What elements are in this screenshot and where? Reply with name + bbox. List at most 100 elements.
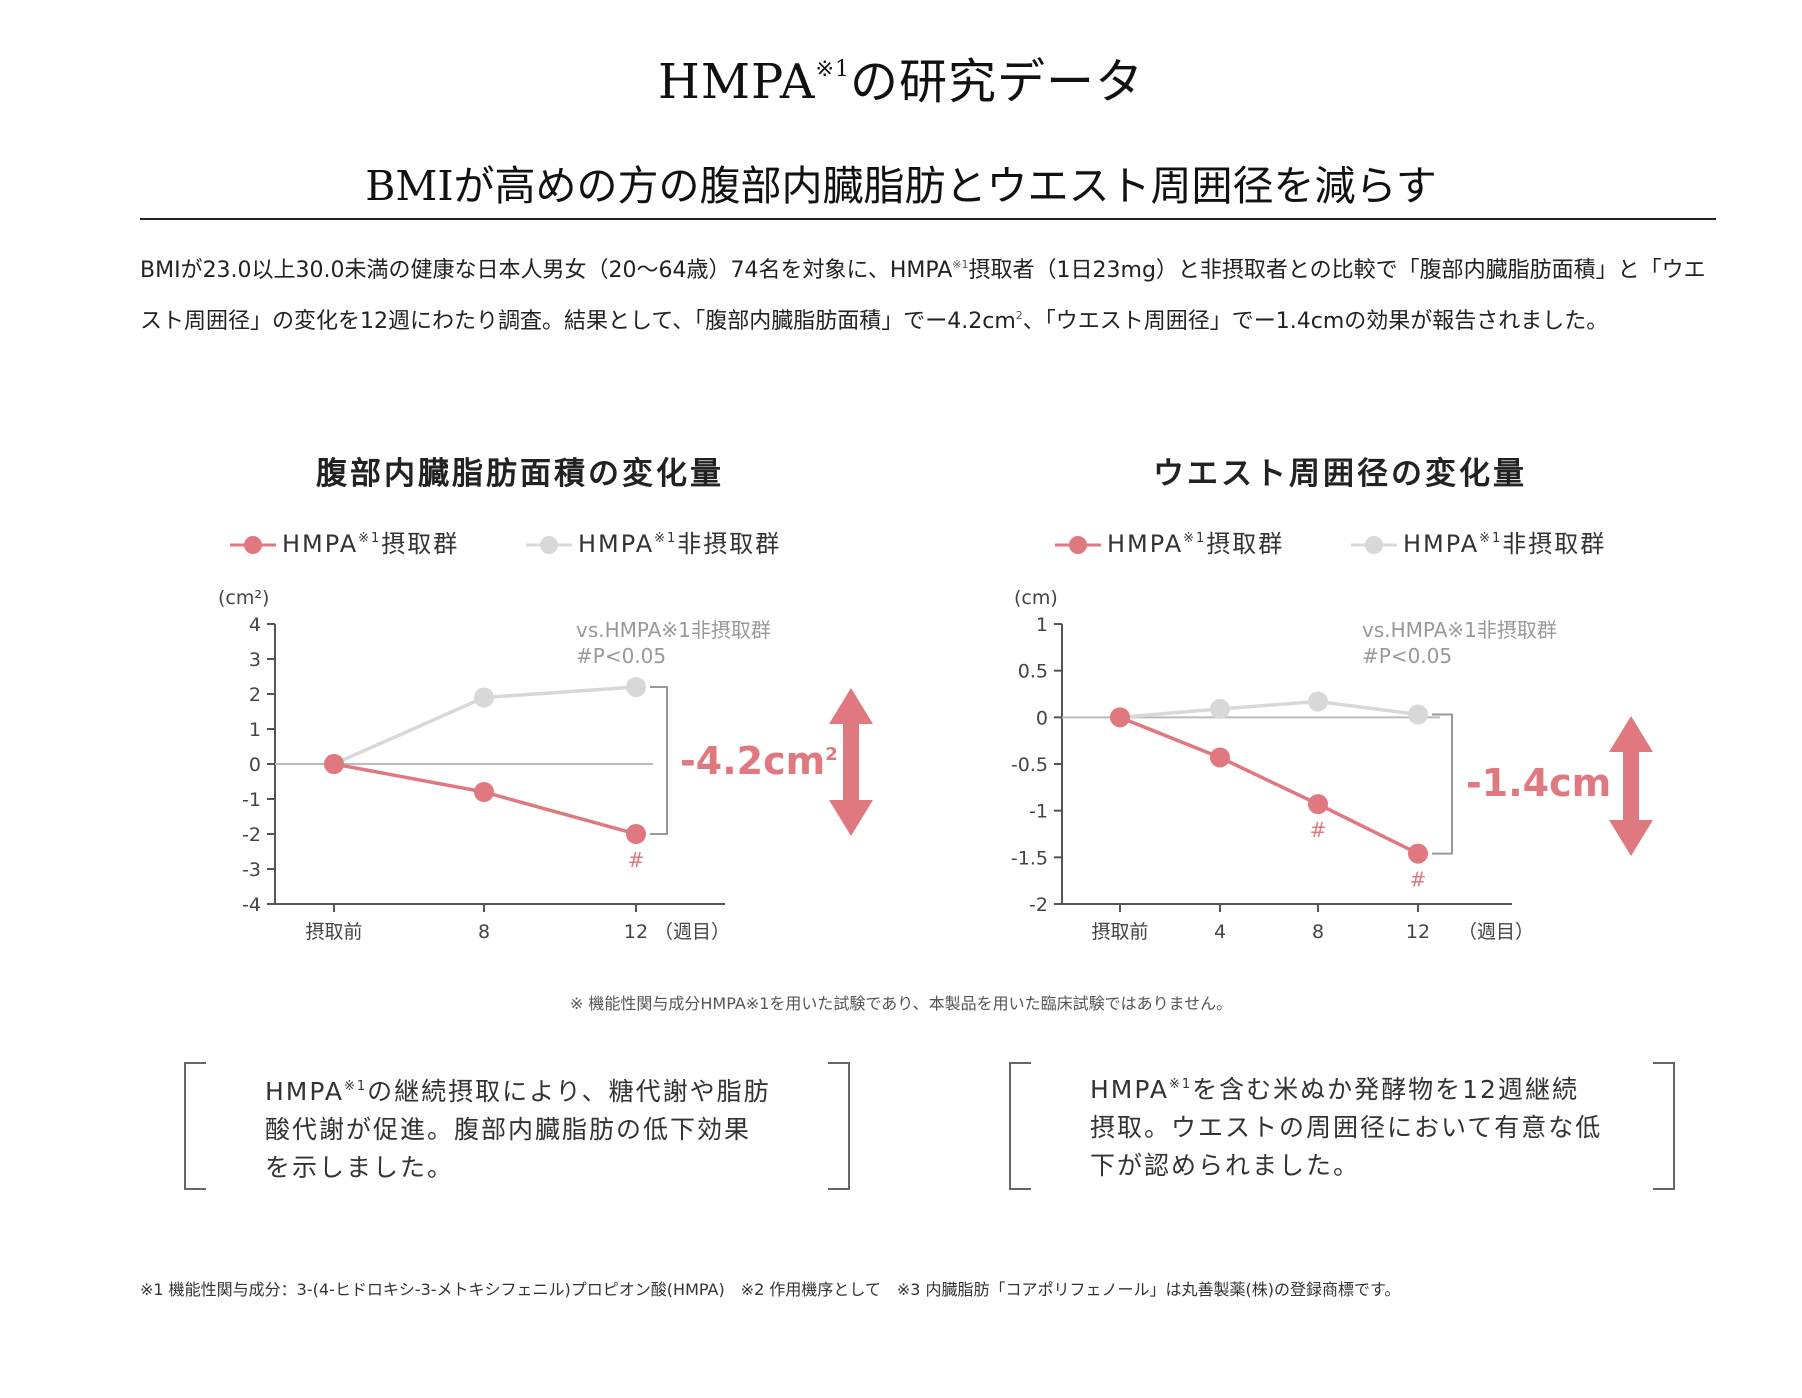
- trial-note: ※ 機能性関与成分HMPA※1を用いた試験であり、本製品を用いた臨床試験ではあり…: [569, 994, 1233, 1013]
- difference-superscript: 2: [825, 744, 838, 765]
- y-tick-label: -1: [242, 789, 261, 811]
- difference-label: -1.4cm: [1466, 761, 1611, 805]
- double-arrow-icon: [829, 688, 873, 836]
- intro-paragraph: BMIが23.0以上30.0未満の健康な日本人男女（20〜64歳）74名を対象に…: [140, 242, 1720, 344]
- y-tick-label: -3: [242, 859, 261, 881]
- legend-label: HMPA: [282, 530, 359, 558]
- legend-item-intake: HMPA※1摂取群: [1055, 524, 1284, 559]
- legend-marker-nonintake-icon: [1351, 536, 1397, 554]
- chart-title-waist: ウエスト周囲径の変化量: [1153, 456, 1527, 492]
- legend-superscript: ※1: [358, 531, 382, 546]
- summary-prefix: HMPA: [265, 1077, 344, 1106]
- legend-label: 摂取群: [1206, 530, 1285, 558]
- data-point: [1210, 698, 1230, 719]
- y-tick-label: -2: [1029, 894, 1048, 916]
- summary-text: HMPA※1の継続摂取により、糖代謝や脂肪 酸代謝が促進。腹部内臓脂肪の低下効果…: [265, 1068, 825, 1187]
- intro-text: 摂取者（1日23mg）と非摂取者との比較で「腹部内臓脂肪面積」と「ウエスト周囲径…: [140, 258, 1706, 334]
- page-subtitle: BMIが高めの方の腹部内臓脂肪とウエスト周囲径を減らす: [365, 162, 1437, 210]
- y-tick-label: 0.5: [1018, 661, 1048, 683]
- significance-label: vs.HMPA※1非摂取群: [576, 618, 771, 642]
- bracket-left: [1009, 1062, 1031, 1190]
- legend-marker-nonintake-icon: [526, 536, 572, 554]
- y-tick-label: 1: [1036, 614, 1048, 636]
- significance-label: vs.HMPA※1非摂取群: [1362, 618, 1557, 642]
- data-point: [1408, 704, 1428, 725]
- data-point: [1308, 691, 1328, 712]
- significance-pvalue: #P<0.05: [576, 644, 666, 668]
- x-unit-label: （週目）: [1458, 921, 1534, 943]
- intro-text: 、「ウエスト周囲径」でー1.4cmの効果が報告されました。: [1022, 309, 1609, 334]
- x-tick-label: 12: [1406, 921, 1430, 943]
- page-title: HMPA※1の研究データ: [0, 42, 1802, 112]
- y-unit-label: (cm²): [218, 587, 269, 609]
- y-tick-label: 0: [249, 754, 261, 776]
- x-tick-label: 8: [1312, 921, 1324, 943]
- bracket-right: [828, 1062, 850, 1190]
- intro-text: BMIが23.0以上30.0未満の健康な日本人男女（20〜64歳）74名を対象に…: [140, 258, 953, 283]
- summary-prefix: HMPA: [1090, 1075, 1169, 1104]
- legend-item-nonintake: HMPA※1非摂取群: [526, 524, 781, 559]
- intro-superscript: ※1: [952, 258, 969, 271]
- y-tick-label: 4: [249, 614, 261, 636]
- data-point: [324, 754, 344, 774]
- legend-marker-intake-icon: [1055, 536, 1101, 554]
- legend-chart-2: HMPA※1摂取群 HMPA※1非摂取群: [1055, 524, 1675, 558]
- summary-line: 酸代謝が促進。腹部内臓脂肪の低下効果: [265, 1115, 752, 1144]
- data-point: [1210, 747, 1230, 768]
- series-line: [1119, 715, 1419, 856]
- y-tick-label: -1.5: [1011, 847, 1048, 869]
- y-tick-label: -2: [242, 824, 261, 846]
- legend-chart-1: HMPA※1摂取群 HMPA※1非摂取群: [230, 524, 850, 558]
- chart-title-visceral-fat: 腹部内臓脂肪面積の変化量: [316, 456, 724, 492]
- y-tick-label: 0: [1036, 707, 1048, 729]
- data-point: [626, 677, 646, 697]
- difference-bracket: [1432, 713, 1453, 855]
- legend-label: HMPA: [1107, 530, 1184, 558]
- summary-line: の継続摂取により、糖代謝や脂肪: [367, 1077, 771, 1106]
- significance-hash: #: [1410, 868, 1427, 892]
- significance-hash: #: [1310, 818, 1327, 842]
- legend-label: HMPA: [578, 530, 655, 558]
- x-tick-label: 摂取前: [305, 921, 362, 943]
- double-arrow-icon: [1609, 716, 1653, 856]
- data-point: [474, 687, 494, 708]
- legend-superscript: ※1: [1183, 531, 1207, 546]
- y-tick-label: 2: [249, 684, 261, 706]
- x-tick-label: 摂取前: [1091, 921, 1148, 943]
- title-superscript: ※1: [815, 57, 850, 82]
- intro-superscript: 2: [1015, 309, 1023, 322]
- summary-line: を含む米ぬか発酵物を12週継続: [1192, 1075, 1579, 1104]
- summary-box-waist: HMPA※1を含む米ぬか発酵物を12週継続 摂取。ウエストの周囲径において有意な…: [1009, 1062, 1675, 1190]
- title-prefix: HMPA: [657, 54, 816, 110]
- data-point: [1308, 794, 1328, 815]
- divider: [140, 218, 1716, 220]
- y-unit-label: (cm): [1014, 587, 1058, 609]
- summary-line: 摂取。ウエストの周囲径において有意な低: [1090, 1113, 1603, 1142]
- legend-item-nonintake: HMPA※1非摂取群: [1351, 524, 1606, 559]
- legend-marker-intake-icon: [230, 536, 276, 554]
- x-unit-label: （週目）: [654, 921, 730, 943]
- summary-superscript: ※1: [1168, 1077, 1193, 1092]
- x-tick-label: 8: [478, 921, 490, 943]
- y-tick-label: -4: [242, 894, 261, 916]
- data-point: [626, 824, 646, 844]
- difference-bracket: [650, 686, 668, 835]
- legend-label: HMPA: [1403, 530, 1480, 558]
- x-tick-label: 4: [1214, 921, 1226, 943]
- footnote: ※1 機能性関与成分：3-(4-ヒドロキシ-3-メトキシフェニル)プロピオン酸(…: [140, 1280, 1401, 1299]
- data-point: [1110, 707, 1130, 728]
- summary-superscript: ※1: [343, 1079, 368, 1094]
- series-line: [1119, 699, 1419, 720]
- bracket-right: [1653, 1062, 1675, 1190]
- y-tick-label: 3: [249, 649, 261, 671]
- legend-label: 摂取群: [381, 530, 460, 558]
- summary-line: を示しました。: [265, 1153, 455, 1182]
- difference-label: -4.2cm2: [680, 739, 838, 783]
- x-tick-label: 12: [624, 921, 648, 943]
- summary-line: 下が認められました。: [1090, 1151, 1361, 1180]
- legend-superscript: ※1: [654, 531, 678, 546]
- legend-item-intake: HMPA※1摂取群: [230, 524, 459, 559]
- data-point: [1408, 843, 1428, 864]
